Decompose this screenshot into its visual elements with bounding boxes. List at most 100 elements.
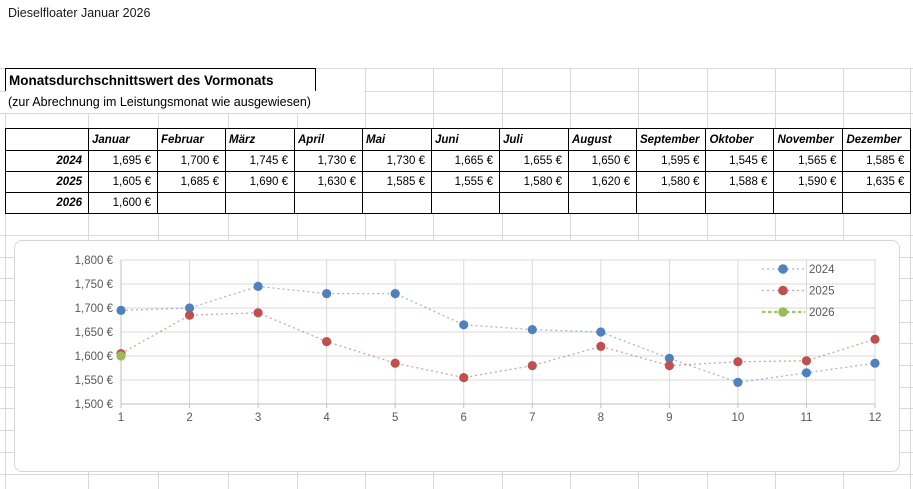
value-cell[interactable]: 1,635 € (842, 171, 912, 193)
value-cell[interactable]: 1,580 € (499, 171, 569, 193)
value-cell[interactable] (635, 192, 707, 214)
y-axis-label: 1,800 € (75, 255, 114, 267)
data-point-2024[interactable] (664, 353, 674, 363)
section-heading-cell[interactable]: Monatsdurchschnittswert des Vormonats (5, 68, 316, 92)
month-header-cell[interactable]: Januar (88, 128, 158, 151)
table-corner-cell[interactable] (5, 128, 89, 151)
legend-item-2024[interactable]: 2024 (762, 264, 835, 276)
value-cell[interactable]: 1,690 € (225, 171, 295, 193)
value-cell[interactable]: 1,605 € (88, 171, 158, 193)
x-axis-label: 4 (323, 412, 330, 424)
month-header-cell[interactable]: April (294, 128, 363, 151)
sheet-title-cell[interactable]: Dieselfloater Januar 2026 (8, 6, 151, 20)
value-cell[interactable]: 1,650 € (568, 150, 637, 172)
data-point-2024[interactable] (527, 325, 537, 335)
month-header-cell[interactable]: November (773, 128, 844, 151)
month-header-cell[interactable]: Oktober (705, 128, 775, 151)
month-header-cell[interactable]: Februar (157, 128, 226, 151)
value-cell[interactable]: 1,590 € (773, 171, 844, 193)
month-header-cell[interactable]: Juli (499, 128, 569, 151)
legend-marker (778, 307, 788, 317)
data-point-2025[interactable] (459, 373, 469, 383)
value-cell[interactable] (842, 192, 912, 214)
value-cell[interactable]: 1,665 € (431, 150, 500, 172)
year-label-cell[interactable]: 2026 (5, 192, 89, 214)
spreadsheet-gridline (0, 474, 913, 475)
y-axis-label: 1,750 € (75, 279, 114, 291)
data-point-2025[interactable] (664, 361, 674, 371)
value-cell[interactable]: 1,655 € (499, 150, 569, 172)
x-axis-label: 9 (666, 412, 672, 424)
data-point-2025[interactable] (801, 356, 812, 366)
value-cell[interactable] (157, 192, 226, 214)
spreadsheet-gridline (0, 235, 913, 236)
data-point-2024[interactable] (459, 320, 469, 330)
value-cell[interactable]: 1,585 € (362, 171, 432, 193)
data-point-2024[interactable] (596, 327, 606, 337)
month-header-cell[interactable]: Mai (362, 128, 432, 151)
value-cell[interactable] (568, 192, 637, 214)
value-cell[interactable]: 1,630 € (294, 171, 363, 193)
value-cell[interactable]: 1,745 € (225, 150, 295, 172)
chart-svg: 1 2 3 4 5 6 7 8 9 10 11 121,800 €1,750 €1,700 €1,65… (75, 255, 882, 424)
x-axis-label: 1 (118, 412, 124, 424)
data-point-2025[interactable] (322, 337, 332, 347)
value-cell[interactable]: 1,585 € (842, 150, 912, 172)
month-header-cell[interactable]: August (568, 128, 637, 151)
value-cell[interactable]: 1,580 € (635, 171, 707, 193)
data-point-2024[interactable] (801, 368, 812, 378)
year-label-cell[interactable]: 2025 (5, 171, 89, 193)
data-point-2025[interactable] (870, 334, 880, 344)
value-cell[interactable] (705, 192, 775, 214)
chart-object[interactable]: 1 2 3 4 5 6 7 8 9 10 11 12 1,800 €1,750 €1,700 €1,65… (14, 240, 900, 472)
value-cell[interactable] (499, 192, 569, 214)
data-point-2024[interactable] (390, 289, 400, 299)
year-label-cell[interactable]: 2024 (5, 150, 89, 172)
value-cell[interactable] (362, 192, 432, 214)
value-cell[interactable] (225, 192, 295, 214)
data-point-2025[interactable] (733, 357, 743, 367)
legend-item-2025[interactable]: 2025 (762, 286, 835, 298)
y-axis-label: 1,650 € (75, 327, 114, 339)
month-header-cell[interactable]: Dezember (842, 128, 912, 151)
value-cell[interactable]: 1,595 € (635, 150, 707, 172)
value-cell[interactable] (773, 192, 844, 214)
value-cell[interactable] (294, 192, 363, 214)
value-cell[interactable]: 1,565 € (773, 150, 844, 172)
value-cell[interactable]: 1,695 € (88, 150, 158, 172)
data-point-2025[interactable] (596, 341, 606, 351)
month-header-cell[interactable]: Juni (431, 128, 500, 151)
value-cell[interactable]: 1,588 € (705, 171, 775, 193)
value-cell[interactable]: 1,685 € (157, 171, 226, 193)
data-point-2024[interactable] (322, 289, 332, 299)
value-cell[interactable]: 1,545 € (705, 150, 775, 172)
data-point-2026[interactable] (116, 351, 126, 361)
value-cell[interactable]: 1,730 € (362, 150, 432, 172)
data-point-2025[interactable] (184, 310, 195, 320)
data-point-2024[interactable] (116, 305, 126, 315)
data-point-2024[interactable] (253, 281, 263, 291)
value-cell[interactable]: 1,555 € (431, 171, 500, 193)
table-header-row: Januar Februar März April Mai Juni Juli August S… (5, 128, 912, 151)
data-point-2025[interactable] (390, 358, 400, 368)
spreadsheet-gridline (0, 113, 913, 114)
series-line-2024 (120, 285, 876, 384)
data-point-2024[interactable] (184, 303, 195, 313)
legend-item-2026[interactable]: 2026 (762, 307, 835, 319)
value-cell[interactable]: 1,730 € (294, 150, 363, 172)
data-point-2024[interactable] (733, 377, 743, 387)
data-point-2025[interactable] (253, 308, 263, 318)
monthly-values-table[interactable]: Januar Februar März April Mai Juni Juli August S… (5, 128, 912, 214)
month-header-cell[interactable]: September (635, 128, 707, 151)
value-cell[interactable]: 1,600 € (88, 192, 158, 214)
data-point-2025[interactable] (527, 361, 537, 371)
value-cell[interactable] (431, 192, 500, 214)
value-cell[interactable]: 1,700 € (157, 150, 226, 172)
section-subheading-cell[interactable]: (zur Abrechnung im Leistungsmonat wie au… (5, 91, 364, 113)
month-header-cell[interactable]: März (225, 128, 295, 151)
data-point-2024[interactable] (870, 358, 880, 368)
x-axis-label: 6 (461, 412, 467, 424)
value-cell[interactable]: 1,620 € (568, 171, 637, 193)
table-row: 2025 1,605 €1,685 €1,690 €1,630 €1,585 €1… (5, 171, 912, 193)
